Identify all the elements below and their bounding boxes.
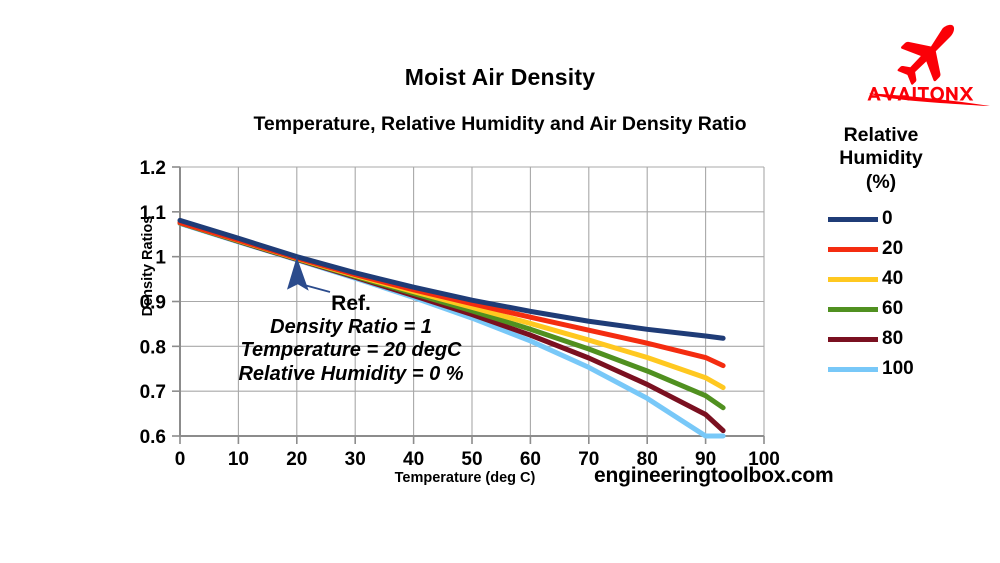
annotation-line-3: Temperature = 20 degC xyxy=(240,339,462,362)
y-tick-label: 0.7 xyxy=(140,382,166,403)
x-tick-label: 70 xyxy=(578,449,599,470)
source-credit: engineeringtoolbox.com xyxy=(594,464,834,487)
gridlines xyxy=(179,166,765,437)
legend-title-line-2: Humidity xyxy=(839,147,923,170)
x-tick-label: 100 xyxy=(748,449,780,470)
x-tick-label: 40 xyxy=(403,449,424,470)
x-tick-label: 0 xyxy=(175,449,186,470)
legend-label-rh-80: 80 xyxy=(882,328,904,350)
legend-swatch-rh-100 xyxy=(828,366,878,372)
x-tick-label: 60 xyxy=(520,449,541,470)
airplane-icon xyxy=(897,24,955,85)
series-line-rh-0 xyxy=(177,217,726,341)
legend-label-rh-60: 60 xyxy=(882,298,904,320)
legend-row-rh-60[interactable]: 60 xyxy=(806,294,992,324)
y-tick-label: 0.9 xyxy=(140,293,166,314)
legend-row-rh-40[interactable]: 40 xyxy=(806,264,992,294)
arrow-shaft xyxy=(302,283,331,293)
x-tick-label: 50 xyxy=(461,449,482,470)
y-tick-label: 1 xyxy=(155,248,166,269)
legend-label-rh-20: 20 xyxy=(882,238,904,260)
annotation-line-2: Density Ratio = 1 xyxy=(270,315,432,338)
legend-swatch-rh-0 xyxy=(828,216,878,222)
y-tick-label: 0.8 xyxy=(140,337,166,358)
arrow-head xyxy=(286,257,309,291)
legend-row-rh-0[interactable]: 0 xyxy=(806,204,992,234)
x-tick-labels: 0 10 20 30 40 50 60 70 80 90 100 xyxy=(175,449,780,470)
data-series xyxy=(177,217,726,439)
legend-title-line-1: Relative xyxy=(843,124,919,146)
annotation-line-4: Relative Humidity = 0 % xyxy=(238,362,464,385)
y-tick-labels: 1.2 1.1 1 0.9 0.8 0.7 0.6 xyxy=(140,158,167,448)
chart-title: Moist Air Density xyxy=(404,64,596,90)
x-tick-label: 80 xyxy=(637,449,658,470)
chart-subtitle: Temperature, Relative Humidity and Air D… xyxy=(253,113,747,135)
annotation-line-1: Ref. xyxy=(331,292,371,315)
legend-row-rh-100[interactable]: 100 xyxy=(806,354,992,384)
y-tick-label: 0.6 xyxy=(140,427,166,448)
legend: Relative Humidity (%) 0 20 40 60 80 100 xyxy=(806,124,992,384)
legend-title-line-3: (%) xyxy=(865,170,897,193)
x-tick-label: 20 xyxy=(286,449,307,470)
y-tick-label: 1.1 xyxy=(140,203,167,224)
y-axis-title: Density Ratios xyxy=(140,215,156,317)
logo-wordmark xyxy=(867,86,990,106)
legend-swatch-rh-20 xyxy=(828,246,878,252)
legend-items: 0 20 40 60 80 100 xyxy=(806,204,992,384)
reference-annotation: Ref. Density Ratio = 1 Temperature = 20 … xyxy=(186,292,516,386)
y-tick-label: 1.2 xyxy=(140,158,166,179)
legend-swatch-rh-40 xyxy=(828,276,878,282)
x-tick-label: 90 xyxy=(695,449,716,470)
aviationx-logo xyxy=(858,22,994,106)
x-tick-label: 10 xyxy=(228,449,249,470)
logo-svg xyxy=(867,24,990,106)
legend-row-rh-80[interactable]: 80 xyxy=(806,324,992,354)
tick-marks xyxy=(172,166,765,444)
annotation-arrow xyxy=(286,257,331,293)
x-axis-title: Temperature (deg C) xyxy=(394,470,536,486)
legend-row-rh-20[interactable]: 20 xyxy=(806,234,992,264)
legend-label-rh-40: 40 xyxy=(882,268,904,290)
legend-label-rh-100: 100 xyxy=(882,358,914,380)
legend-swatch-rh-80 xyxy=(828,336,878,342)
x-tick-label: 30 xyxy=(345,449,366,470)
legend-swatch-rh-60 xyxy=(828,306,878,312)
legend-title: Relative Humidity (%) xyxy=(806,124,956,194)
legend-label-rh-0: 0 xyxy=(882,208,893,230)
